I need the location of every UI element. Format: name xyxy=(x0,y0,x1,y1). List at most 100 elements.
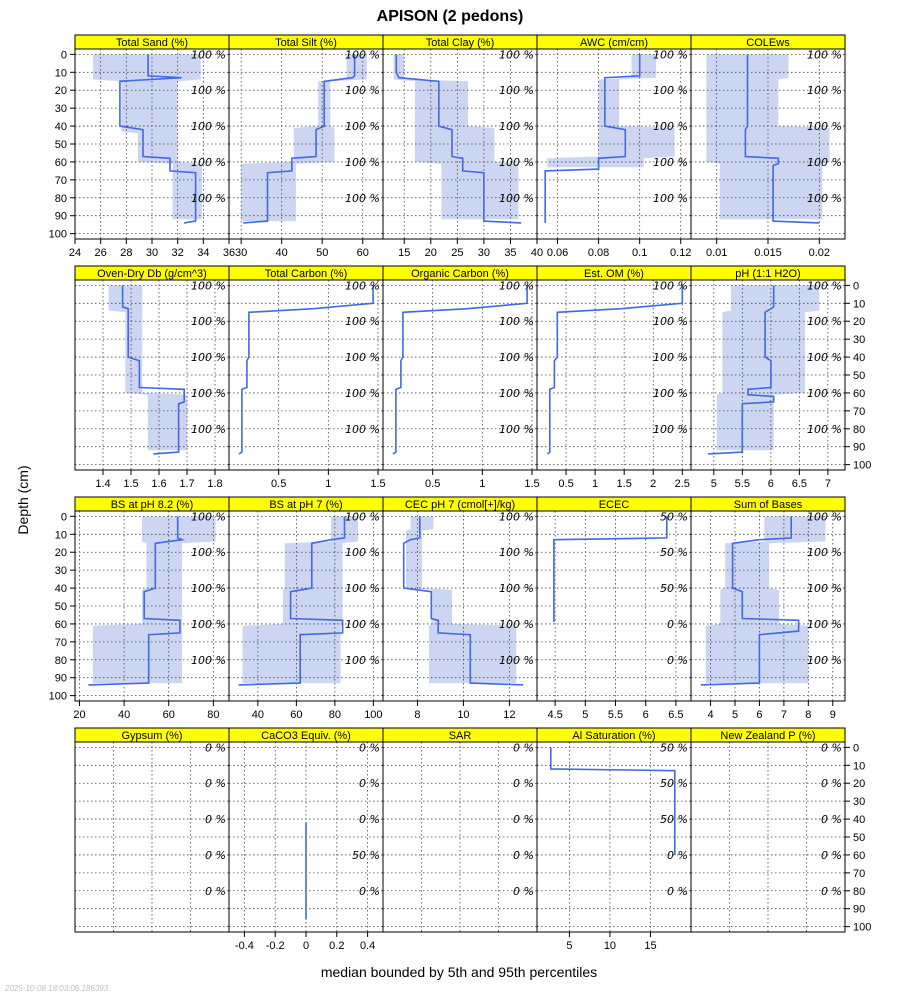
annotation-label: 100 % xyxy=(345,351,380,364)
annotation-label: 100 % xyxy=(191,120,226,133)
x-tick-label: 1.8 xyxy=(207,478,222,490)
x-tick-label: 0 xyxy=(303,940,309,952)
annotation-label: 100 % xyxy=(653,351,688,364)
median-line xyxy=(395,54,522,224)
x-tick-label: 10 xyxy=(604,940,616,952)
annotation-label: 100 % xyxy=(653,192,688,205)
annotation-label: 100 % xyxy=(345,582,380,595)
panel-title: CaCO3 Equiv. (%) xyxy=(261,730,351,742)
annotation-label: 0 % xyxy=(667,885,688,898)
y-tick-label: 0 xyxy=(853,280,859,292)
y-tick-label: 80 xyxy=(55,655,67,667)
y-tick-label: 0 xyxy=(61,511,67,523)
percentile-band xyxy=(393,54,519,220)
panel-plot-area xyxy=(691,280,845,470)
panel-10: pH (1:1 H2O) 100 % 100 % 100 % 100 % 100 % 5 5.… xyxy=(690,265,871,490)
y-tick-label: 30 xyxy=(853,796,865,808)
x-axis-label: median bounded by 5th and 95th percentil… xyxy=(321,964,597,980)
annotation-label: 100 % xyxy=(345,510,380,523)
panel-11: BS at pH 8.2 (%)100 %100 %100 %100 %100 … xyxy=(49,496,230,721)
x-tick-label: 1.5 xyxy=(617,478,632,490)
y-tick-label: 50 xyxy=(853,832,865,844)
annotation-label: 100 % xyxy=(499,192,534,205)
median-line xyxy=(402,516,524,686)
panel-title: COLEws xyxy=(746,37,790,49)
panel-title: Gypsum (%) xyxy=(121,730,182,742)
x-tick-label: 15 xyxy=(644,940,656,952)
annotation-label: 50 % xyxy=(660,582,688,595)
annotation-label: 0 % xyxy=(821,849,842,862)
panel-title: Total Carbon (%) xyxy=(265,268,348,280)
x-tick-label: 40 xyxy=(531,247,543,259)
median-line xyxy=(119,54,197,224)
panel-title: Total Sand (%) xyxy=(116,37,188,49)
x-tick-label: 5.5 xyxy=(735,478,750,490)
x-tick-label: 8 xyxy=(805,709,811,721)
annotation-label: 100 % xyxy=(499,510,534,523)
y-tick-label: 90 xyxy=(55,211,67,223)
x-tick-label: 4 xyxy=(707,709,713,721)
x-tick-label: 15 xyxy=(398,247,410,259)
annotation-label: 100 % xyxy=(653,279,688,292)
x-tick-label: 4.5 xyxy=(547,709,562,721)
annotation-label: 0 % xyxy=(821,741,842,754)
panel-title: Oven-Dry Db (g/cm^3) xyxy=(97,268,207,280)
annotation-label: 0 % xyxy=(359,885,380,898)
y-tick-label: 80 xyxy=(853,886,865,898)
median-line xyxy=(392,285,528,455)
x-tick-label: 30 xyxy=(146,247,158,259)
annotation-label: 0 % xyxy=(821,885,842,898)
y-tick-label: 90 xyxy=(853,904,865,916)
x-tick-label: 5 xyxy=(732,709,738,721)
annotation-label: 100 % xyxy=(653,387,688,400)
annotation-label: 100 % xyxy=(345,120,380,133)
x-tick-label: 1 xyxy=(479,478,485,490)
y-axis-label: Depth (cm) xyxy=(15,465,31,534)
annotation-label: 100 % xyxy=(807,654,842,667)
x-tick-label: 12 xyxy=(503,709,515,721)
x-tick-label: 60 xyxy=(357,247,369,259)
median-line xyxy=(549,747,676,855)
annotation-label: 100 % xyxy=(499,387,534,400)
y-tick-label: 80 xyxy=(853,424,865,436)
annotation-label: 0 % xyxy=(359,813,380,826)
figure-title: APISON (2 pedons) xyxy=(377,8,524,25)
annotation-label: 100 % xyxy=(499,48,534,61)
annotation-label: 100 % xyxy=(807,48,842,61)
panel-plot-area xyxy=(75,280,229,470)
y-tick-label: 90 xyxy=(853,442,865,454)
x-tick-label: 40 xyxy=(118,709,130,721)
x-tick-label: 80 xyxy=(207,709,219,721)
annotation-label: 0 % xyxy=(667,849,688,862)
annotation-label: 0 % xyxy=(205,885,226,898)
y-tick-label: 50 xyxy=(55,139,67,151)
annotation-label: 100 % xyxy=(653,423,688,436)
annotation-label: 0 % xyxy=(821,777,842,790)
x-tick-label: 0.5 xyxy=(271,478,286,490)
percentile-band xyxy=(108,285,187,451)
x-tick-label: 36 xyxy=(223,247,235,259)
x-tick-label: 32 xyxy=(172,247,184,259)
y-tick-label: 60 xyxy=(853,388,865,400)
annotation-label: 0 % xyxy=(513,741,534,754)
annotation-label: 100 % xyxy=(807,423,842,436)
x-tick-label: 6 xyxy=(768,478,774,490)
y-tick-label: 40 xyxy=(55,583,67,595)
median-line xyxy=(238,516,346,686)
y-tick-label: 20 xyxy=(55,547,67,559)
annotation-label: 100 % xyxy=(807,156,842,169)
panel-plot-area xyxy=(75,49,229,239)
x-tick-label: 80 xyxy=(329,709,341,721)
y-tick-label: 20 xyxy=(55,85,67,97)
x-tick-label: 1.7 xyxy=(179,478,194,490)
x-tick-label: 0.08 xyxy=(588,247,609,259)
x-tick-label: 28 xyxy=(120,247,132,259)
y-tick-label: 10 xyxy=(55,529,67,541)
panel-plot-area xyxy=(537,511,691,701)
x-tick-label: 40 xyxy=(252,709,264,721)
annotation-label: 0 % xyxy=(359,741,380,754)
x-tick-label: 0.5 xyxy=(425,478,440,490)
panel-plot-area xyxy=(537,49,691,239)
x-tick-label: 20 xyxy=(425,247,437,259)
annotation-label: 100 % xyxy=(807,546,842,559)
